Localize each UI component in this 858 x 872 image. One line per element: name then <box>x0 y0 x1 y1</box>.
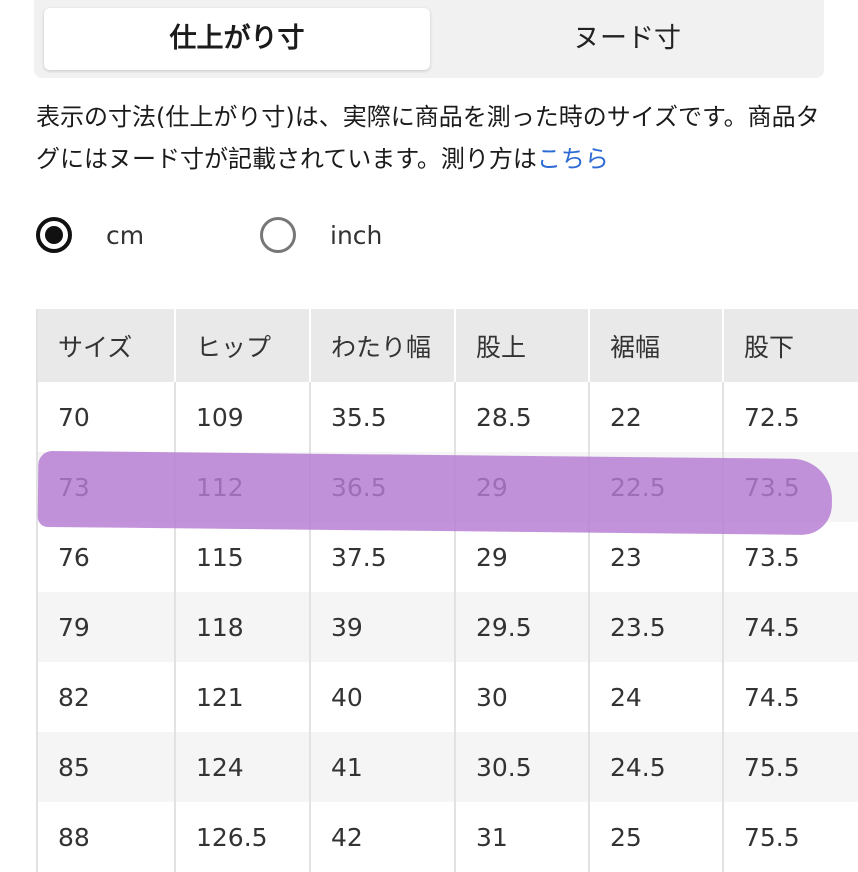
table-row: 85 124 41 30.5 24.5 75.5 <box>36 732 858 802</box>
table-row: 70 109 35.5 28.5 22 72.5 <box>36 382 858 452</box>
cell-inseam: 75.5 <box>722 802 858 872</box>
tab-finished-size[interactable]: 仕上がり寸 <box>44 8 430 70</box>
size-table: サイズ ヒップ わたり幅 股上 裾幅 股下 70 109 35.5 28.5 2… <box>36 309 858 872</box>
cell-thigh-width: 35.5 <box>309 382 455 452</box>
cell-thigh-width: 42 <box>309 802 455 872</box>
cell-size: 70 <box>36 382 175 452</box>
cell-thigh-width: 39 <box>309 592 455 662</box>
cell-inseam: 73.5 <box>722 452 858 522</box>
cell-hip: 126.5 <box>174 802 310 872</box>
cell-hip: 115 <box>174 522 310 592</box>
cell-size: 79 <box>36 592 175 662</box>
header-inseam: 股下 <box>722 309 858 382</box>
radio-unselected-icon[interactable] <box>260 217 296 253</box>
cell-hip: 112 <box>174 452 310 522</box>
unit-option-cm[interactable]: cm <box>36 212 144 258</box>
unit-option-inch[interactable]: inch <box>260 212 382 258</box>
description-text: 表示の寸法(仕上がり寸)は、実際に商品を測った時のサイズです。商品タグにはヌード… <box>36 103 820 173</box>
table-row: 82 121 40 30 24 74.5 <box>36 662 858 732</box>
radio-selected-icon[interactable] <box>36 217 72 253</box>
cell-size: 76 <box>36 522 175 592</box>
cell-rise: 30.5 <box>454 732 589 802</box>
cell-inseam: 75.5 <box>722 732 858 802</box>
cell-thigh-width: 37.5 <box>309 522 455 592</box>
cell-hem-width: 22 <box>588 382 723 452</box>
header-rise: 股上 <box>454 309 589 382</box>
cell-thigh-width: 36.5 <box>309 452 455 522</box>
cell-thigh-width: 41 <box>309 732 455 802</box>
cell-rise: 29 <box>454 452 589 522</box>
table-row: 76 115 37.5 29 23 73.5 <box>36 522 858 592</box>
unit-label-cm: cm <box>106 220 145 250</box>
cell-hem-width: 24.5 <box>588 732 723 802</box>
measurement-tabs: 仕上がり寸 ヌード寸 <box>34 0 824 78</box>
cell-inseam: 74.5 <box>722 592 858 662</box>
table-row: 88 126.5 42 31 25 75.5 <box>36 802 858 872</box>
cell-inseam: 72.5 <box>722 382 858 452</box>
cell-hip: 124 <box>174 732 310 802</box>
cell-rise: 29.5 <box>454 592 589 662</box>
cell-inseam: 73.5 <box>722 522 858 592</box>
header-hem-width: 裾幅 <box>588 309 723 382</box>
header-thigh-width: わたり幅 <box>309 309 455 382</box>
how-to-measure-link[interactable]: こちら <box>536 145 609 173</box>
header-size: サイズ <box>36 309 175 382</box>
tab-nude-size[interactable]: ヌード寸 <box>573 23 681 54</box>
cell-size: 73 <box>36 452 175 522</box>
cell-size: 88 <box>36 802 175 872</box>
cell-rise: 28.5 <box>454 382 589 452</box>
table-row: 73 112 36.5 29 22.5 73.5 <box>36 452 858 522</box>
cell-hem-width: 22.5 <box>588 452 723 522</box>
table-row: 79 118 39 29.5 23.5 74.5 <box>36 592 858 662</box>
table-header-row: サイズ ヒップ わたり幅 股上 裾幅 股下 <box>36 309 858 382</box>
cell-hem-width: 25 <box>588 802 723 872</box>
cell-inseam: 74.5 <box>722 662 858 732</box>
cell-hem-width: 23 <box>588 522 723 592</box>
unit-label-inch: inch <box>330 220 383 250</box>
cell-hip: 118 <box>174 592 310 662</box>
cell-size: 85 <box>36 732 175 802</box>
cell-rise: 30 <box>454 662 589 732</box>
size-description: 表示の寸法(仕上がり寸)は、実際に商品を測った時のサイズです。商品タグにはヌード… <box>36 96 836 180</box>
cell-size: 82 <box>36 662 175 732</box>
cell-thigh-width: 40 <box>309 662 455 732</box>
cell-rise: 31 <box>454 802 589 872</box>
header-hip: ヒップ <box>174 309 310 382</box>
cell-hem-width: 24 <box>588 662 723 732</box>
cell-rise: 29 <box>454 522 589 592</box>
cell-hip: 121 <box>174 662 310 732</box>
cell-hem-width: 23.5 <box>588 592 723 662</box>
cell-hip: 109 <box>174 382 310 452</box>
